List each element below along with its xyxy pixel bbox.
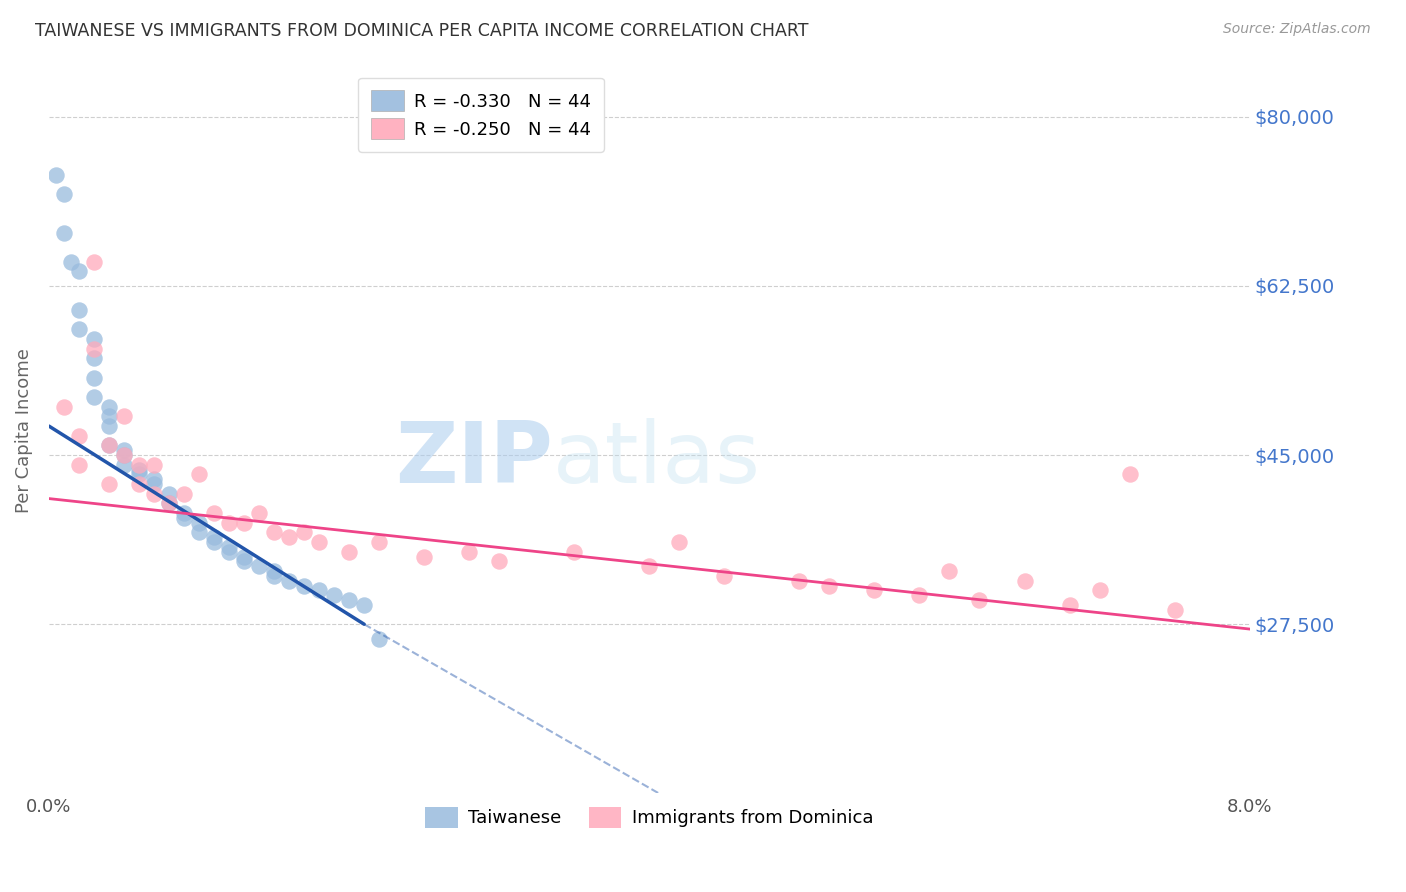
Point <box>247 506 270 520</box>
Point <box>53 400 76 414</box>
Point <box>112 448 135 462</box>
Point <box>233 516 256 530</box>
Point <box>1059 598 1081 612</box>
Point <box>143 458 166 472</box>
Point <box>67 322 90 336</box>
Point <box>83 332 105 346</box>
Point <box>143 487 166 501</box>
Point <box>112 443 135 458</box>
Y-axis label: Per Capita Income: Per Capita Income <box>15 349 32 514</box>
Point <box>337 545 360 559</box>
Point <box>98 409 121 424</box>
Point <box>173 506 195 520</box>
Point <box>173 511 195 525</box>
Point <box>308 583 330 598</box>
Point <box>83 255 105 269</box>
Point <box>83 351 105 366</box>
Point <box>278 530 301 544</box>
Point <box>128 467 150 482</box>
Point <box>233 554 256 568</box>
Point <box>818 578 841 592</box>
Point <box>128 458 150 472</box>
Point <box>45 168 67 182</box>
Point <box>67 429 90 443</box>
Point <box>143 477 166 491</box>
Point <box>247 559 270 574</box>
Point <box>562 545 585 559</box>
Point <box>53 226 76 240</box>
Point <box>218 540 240 554</box>
Point <box>157 496 180 510</box>
Point <box>233 549 256 564</box>
Point <box>969 593 991 607</box>
Point <box>263 569 285 583</box>
Point <box>863 583 886 598</box>
Point <box>188 516 211 530</box>
Point <box>202 530 225 544</box>
Point <box>173 487 195 501</box>
Point <box>98 477 121 491</box>
Point <box>713 569 735 583</box>
Legend: Taiwanese, Immigrants from Dominica: Taiwanese, Immigrants from Dominica <box>418 800 880 835</box>
Point <box>67 264 90 278</box>
Point <box>488 554 510 568</box>
Point <box>638 559 661 574</box>
Point <box>458 545 481 559</box>
Point <box>67 303 90 318</box>
Point <box>98 400 121 414</box>
Point <box>278 574 301 588</box>
Text: Source: ZipAtlas.com: Source: ZipAtlas.com <box>1223 22 1371 37</box>
Point <box>188 525 211 540</box>
Point <box>112 448 135 462</box>
Point <box>128 477 150 491</box>
Point <box>368 632 391 646</box>
Point <box>292 525 315 540</box>
Point <box>323 588 346 602</box>
Point <box>218 545 240 559</box>
Point <box>143 472 166 486</box>
Point <box>337 593 360 607</box>
Point <box>83 371 105 385</box>
Point <box>353 598 375 612</box>
Point <box>668 535 690 549</box>
Text: ZIP: ZIP <box>395 418 553 501</box>
Point <box>1118 467 1140 482</box>
Point <box>112 409 135 424</box>
Text: atlas: atlas <box>553 418 761 501</box>
Point <box>1014 574 1036 588</box>
Point <box>202 506 225 520</box>
Point <box>112 458 135 472</box>
Point <box>98 438 121 452</box>
Point <box>157 496 180 510</box>
Point <box>1163 603 1185 617</box>
Point <box>292 578 315 592</box>
Point <box>413 549 436 564</box>
Point <box>60 255 83 269</box>
Point <box>263 564 285 578</box>
Point <box>218 516 240 530</box>
Point <box>202 535 225 549</box>
Point <box>263 525 285 540</box>
Point <box>368 535 391 549</box>
Point <box>67 458 90 472</box>
Point <box>98 419 121 434</box>
Point <box>308 535 330 549</box>
Point <box>188 467 211 482</box>
Point <box>938 564 960 578</box>
Point <box>908 588 931 602</box>
Point <box>128 462 150 476</box>
Point <box>789 574 811 588</box>
Point <box>1088 583 1111 598</box>
Point <box>83 342 105 356</box>
Point <box>53 187 76 202</box>
Text: TAIWANESE VS IMMIGRANTS FROM DOMINICA PER CAPITA INCOME CORRELATION CHART: TAIWANESE VS IMMIGRANTS FROM DOMINICA PE… <box>35 22 808 40</box>
Point <box>83 390 105 404</box>
Point <box>98 438 121 452</box>
Point <box>157 487 180 501</box>
